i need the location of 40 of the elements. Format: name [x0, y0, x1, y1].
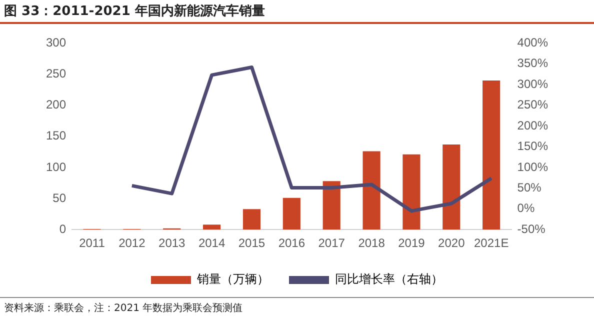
- y2-tick-label: 400%: [517, 36, 548, 50]
- bar: [203, 224, 221, 230]
- chart-title: 图 33：2011-2021 年国内新能源汽车销量: [4, 2, 265, 20]
- x-tick-label: 2012: [118, 236, 146, 250]
- x-tick-label: 2011: [79, 236, 106, 250]
- bar: [482, 80, 500, 230]
- x-tick-label: 2019: [398, 236, 426, 250]
- y-tick-label: 300: [46, 36, 66, 50]
- x-tick-label: 2015: [238, 236, 266, 250]
- x-tick-label: 2018: [358, 236, 386, 250]
- y2-tick-label: 300%: [517, 76, 548, 91]
- bar: [442, 144, 460, 230]
- y-tick-label: 250: [46, 66, 66, 81]
- legend-label: 同比增长率（右轴）: [335, 272, 443, 286]
- legend-label: 销量（万辆）: [196, 272, 269, 286]
- y-tick-label: 0: [59, 222, 66, 236]
- x-tick-label: 2021E: [474, 236, 509, 250]
- y-tick-label: 200: [46, 98, 66, 112]
- y-tick-label: 100: [46, 160, 66, 174]
- y2-tick-label: 250%: [517, 98, 548, 112]
- bar: [362, 151, 380, 230]
- x-tick-label: 2013: [158, 236, 186, 250]
- text: 资料来源：乘联会，注：2021 年数据为乘联会预测值: [4, 302, 243, 315]
- x-tick-label: 2016: [278, 236, 306, 250]
- y2-tick-label: 50%: [517, 180, 542, 194]
- x-tick-label: 2014: [198, 236, 226, 250]
- bar: [242, 209, 261, 230]
- y2-tick-label: -50%: [517, 222, 546, 236]
- bar: [402, 154, 420, 230]
- x-tick-label: 2017: [318, 236, 346, 250]
- bar: [282, 198, 300, 230]
- y-tick-label: 50: [52, 190, 66, 205]
- y2-tick-label: 150%: [517, 139, 548, 154]
- y2-tick-label: 200%: [517, 118, 548, 132]
- y2-tick-label: 350%: [517, 56, 548, 70]
- x-tick-label: 2020: [438, 236, 466, 250]
- bar: [322, 181, 340, 230]
- y2-tick-label: 100%: [517, 160, 548, 174]
- y-tick-label: 150: [46, 128, 66, 143]
- y2-tick-label: 0%: [517, 201, 535, 216]
